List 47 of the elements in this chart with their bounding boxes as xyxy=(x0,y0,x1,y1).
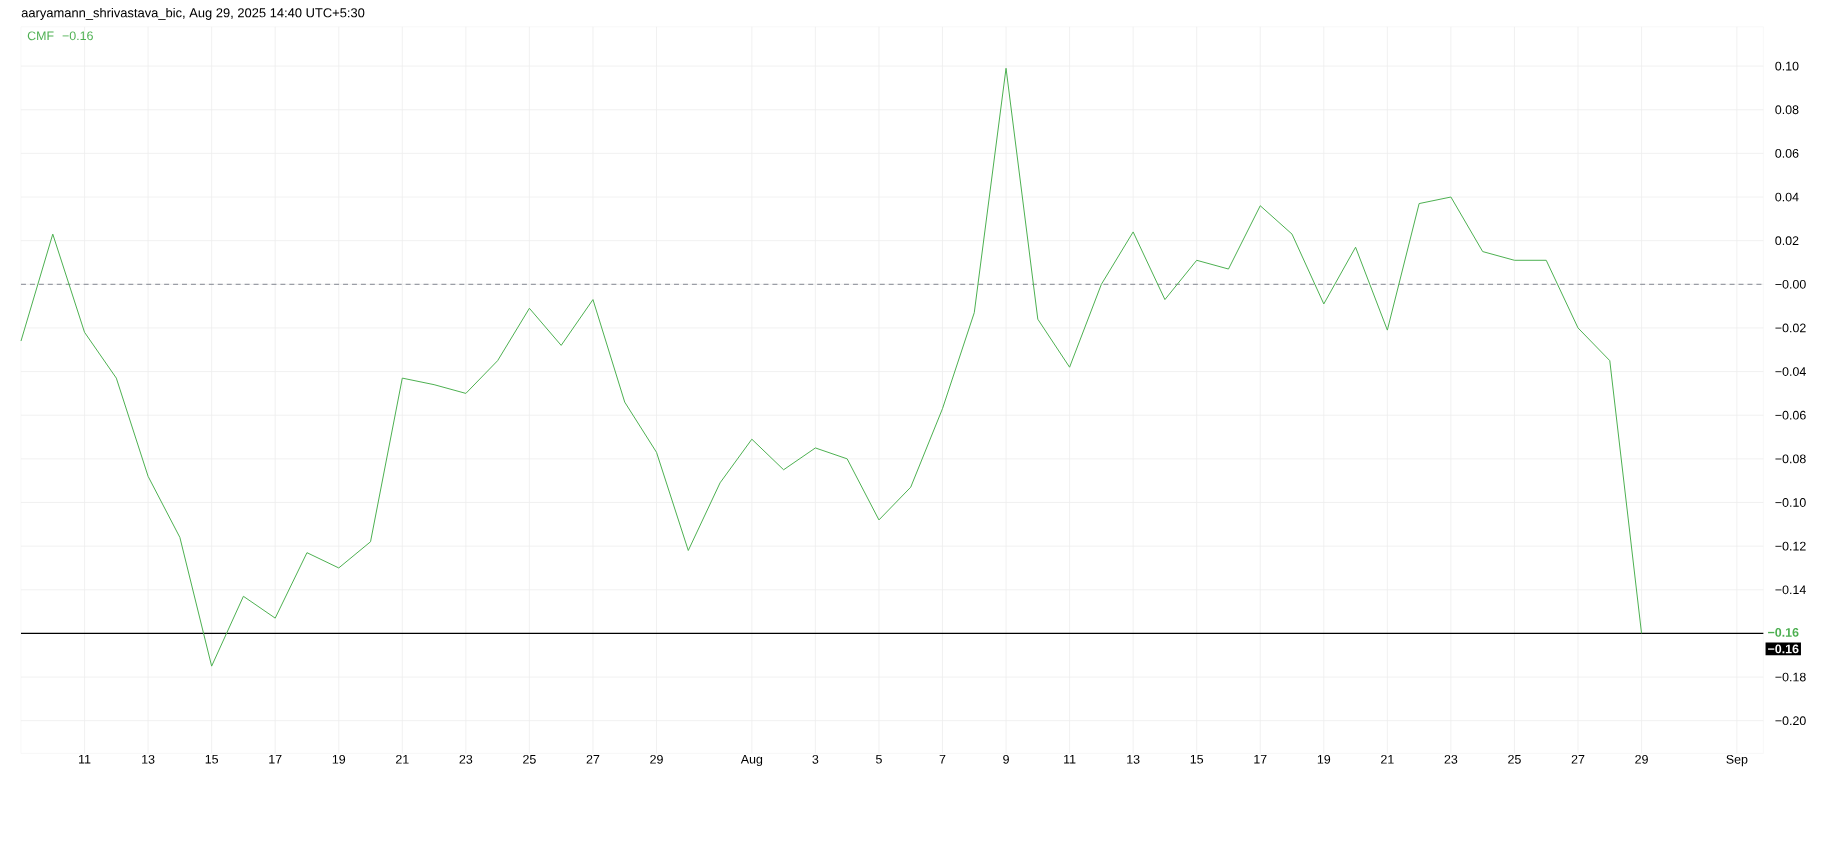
x-tick-label: 5 xyxy=(875,755,882,764)
x-tick-label: 11 xyxy=(79,755,91,764)
y-tick-label: −0.00 xyxy=(1775,279,1806,289)
x-tick-label: 21 xyxy=(396,755,409,764)
y-tick-label: 0.08 xyxy=(1775,105,1799,115)
x-tick-label: 19 xyxy=(332,755,346,764)
x-tick-label: 15 xyxy=(205,755,219,764)
y-tick-label: −0.10 xyxy=(1775,498,1806,507)
y-tick-label: 0.10 xyxy=(1775,61,1799,71)
x-tick-label: 11 xyxy=(1064,755,1076,764)
x-tick-label: 23 xyxy=(1444,755,1458,764)
y-tick-label: −0.12 xyxy=(1775,541,1806,551)
x-tick-label: 29 xyxy=(1635,755,1648,764)
x-tick-label: Aug xyxy=(740,755,763,767)
chart-title: aaryamann_shrivastava_bic, Aug 29, 2025 14:40 UTC+5:30 xyxy=(21,7,365,20)
x-tick-label: 27 xyxy=(1571,755,1585,764)
x-tick-label: 19 xyxy=(1317,755,1331,764)
y-tick-label: 0.04 xyxy=(1775,192,1799,202)
x-tick-label: 21 xyxy=(1381,755,1394,764)
y-tick-label: −0.14 xyxy=(1775,585,1806,595)
x-tick-label: 13 xyxy=(142,755,155,764)
y-tick-label: −0.06 xyxy=(1775,410,1806,420)
y-tick-label: −0.18 xyxy=(1775,672,1806,682)
y-tick-label: 0.02 xyxy=(1775,236,1799,246)
x-tick-label: 9 xyxy=(1003,755,1009,764)
x-tick-label: 15 xyxy=(1190,755,1204,764)
x-tick-label: 25 xyxy=(523,755,536,764)
y-tick-label: −0.08 xyxy=(1775,454,1806,464)
text: −0.16 xyxy=(1768,628,1799,637)
y-tick-label: −0.04 xyxy=(1775,367,1806,377)
y-tick-label: −0.02 xyxy=(1775,323,1806,333)
annotation: −0.16 xyxy=(62,31,93,41)
x-tick-label: 3 xyxy=(812,755,819,764)
x-tick-label: 23 xyxy=(459,755,473,764)
x-tick-label: 29 xyxy=(650,755,663,764)
ref-line-label: −0.16 xyxy=(1768,644,1799,654)
x-tick-label: 25 xyxy=(1508,755,1521,764)
line-series xyxy=(20,67,1643,667)
x-tick-label: 13 xyxy=(1127,755,1140,764)
y-tick-label: −0.20 xyxy=(1775,716,1806,726)
x-tick-label: 17 xyxy=(1254,755,1267,764)
y-tick-label: 0.06 xyxy=(1775,149,1799,158)
x-tick-label: Sep xyxy=(1726,755,1748,767)
text: CMF xyxy=(27,31,54,41)
x-tick-label: 7 xyxy=(939,755,946,764)
x-tick-label: 27 xyxy=(586,755,600,764)
x-tick-label: 17 xyxy=(269,755,282,764)
